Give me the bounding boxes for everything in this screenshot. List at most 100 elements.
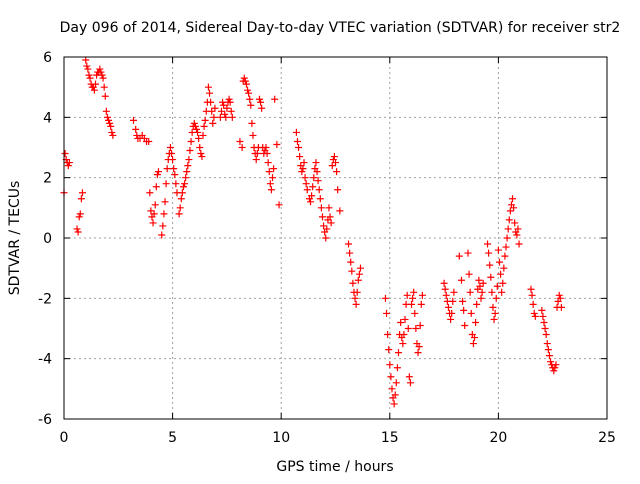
data-point [77, 195, 85, 203]
data-point [449, 297, 457, 305]
y-tick-label: 2 [43, 171, 52, 187]
data-point [332, 159, 339, 167]
data-point [75, 213, 83, 221]
data-point [390, 400, 398, 408]
data-point [227, 107, 235, 115]
data-point [510, 204, 518, 212]
y-tick-label: 6 [43, 50, 52, 66]
data-point [220, 101, 228, 109]
data-point [528, 291, 536, 299]
data-point [497, 270, 505, 278]
data-point [307, 198, 315, 206]
data-point [330, 153, 338, 161]
data-point [550, 367, 558, 375]
data-point [479, 279, 487, 287]
data-point [502, 243, 510, 251]
data-point [185, 156, 193, 164]
data-point [493, 282, 501, 290]
data-point [461, 321, 469, 329]
data-point [381, 294, 389, 302]
data-point [301, 174, 309, 182]
data-point [336, 207, 344, 215]
data-point [210, 113, 218, 121]
data-point [175, 210, 183, 218]
data-point [444, 303, 452, 311]
data-point [529, 300, 537, 308]
data-point [240, 74, 248, 82]
data-point [501, 252, 509, 260]
data-point [551, 364, 559, 372]
data-point [64, 162, 72, 170]
data-point [557, 303, 565, 311]
x-tick-label: 10 [272, 430, 290, 446]
data-point [315, 186, 323, 194]
data-point [228, 113, 236, 121]
data-point [177, 195, 185, 203]
data-point [495, 258, 503, 266]
data-point [441, 285, 449, 293]
data-point [83, 62, 91, 70]
data-point [242, 80, 250, 88]
data-point [264, 159, 272, 167]
data-point [302, 180, 310, 188]
data-point [192, 125, 200, 133]
data-point [547, 358, 555, 366]
data-point [318, 213, 326, 221]
data-point [323, 225, 331, 233]
data-point [392, 379, 400, 387]
data-point [450, 288, 458, 296]
data-point [151, 201, 159, 209]
data-point [538, 306, 546, 314]
data-point [416, 321, 424, 329]
data-point [201, 116, 209, 124]
data-point [347, 258, 355, 266]
data-point [308, 192, 316, 200]
data-point [505, 216, 513, 224]
data-point [325, 204, 333, 212]
data-point [469, 340, 477, 348]
data-point [163, 165, 171, 173]
data-point [106, 119, 114, 127]
data-point [477, 294, 485, 302]
data-points [60, 56, 565, 408]
data-point [515, 240, 523, 248]
data-point [103, 113, 111, 121]
data-point [476, 282, 484, 290]
data-point [487, 273, 495, 281]
data-point [176, 204, 184, 212]
data-point [211, 104, 219, 112]
data-point [478, 288, 486, 296]
data-point [154, 168, 162, 176]
y-tick-label: 0 [43, 231, 52, 247]
data-point [222, 113, 230, 121]
data-point [130, 116, 138, 124]
data-point [153, 171, 161, 179]
data-point [406, 379, 414, 387]
data-point [472, 318, 480, 326]
data-point [160, 210, 168, 218]
data-point [206, 89, 214, 97]
data-point [486, 261, 494, 269]
data-point [353, 288, 361, 296]
data-point [74, 228, 82, 236]
data-point [257, 98, 265, 106]
data-point [258, 104, 266, 112]
data-point [409, 294, 417, 302]
data-point [107, 122, 115, 130]
data-point [262, 144, 270, 151]
y-axis-label: SDTVAR / TECUs [7, 181, 23, 296]
data-point [200, 122, 208, 130]
data-point [295, 144, 303, 151]
data-point [303, 186, 311, 194]
data-point [171, 171, 179, 179]
data-point [354, 276, 362, 284]
data-point [97, 68, 105, 76]
data-point [207, 98, 215, 106]
data-point [334, 186, 342, 194]
data-point [132, 125, 140, 133]
data-point [555, 291, 563, 299]
data-point [172, 180, 180, 188]
data-point [494, 246, 502, 254]
